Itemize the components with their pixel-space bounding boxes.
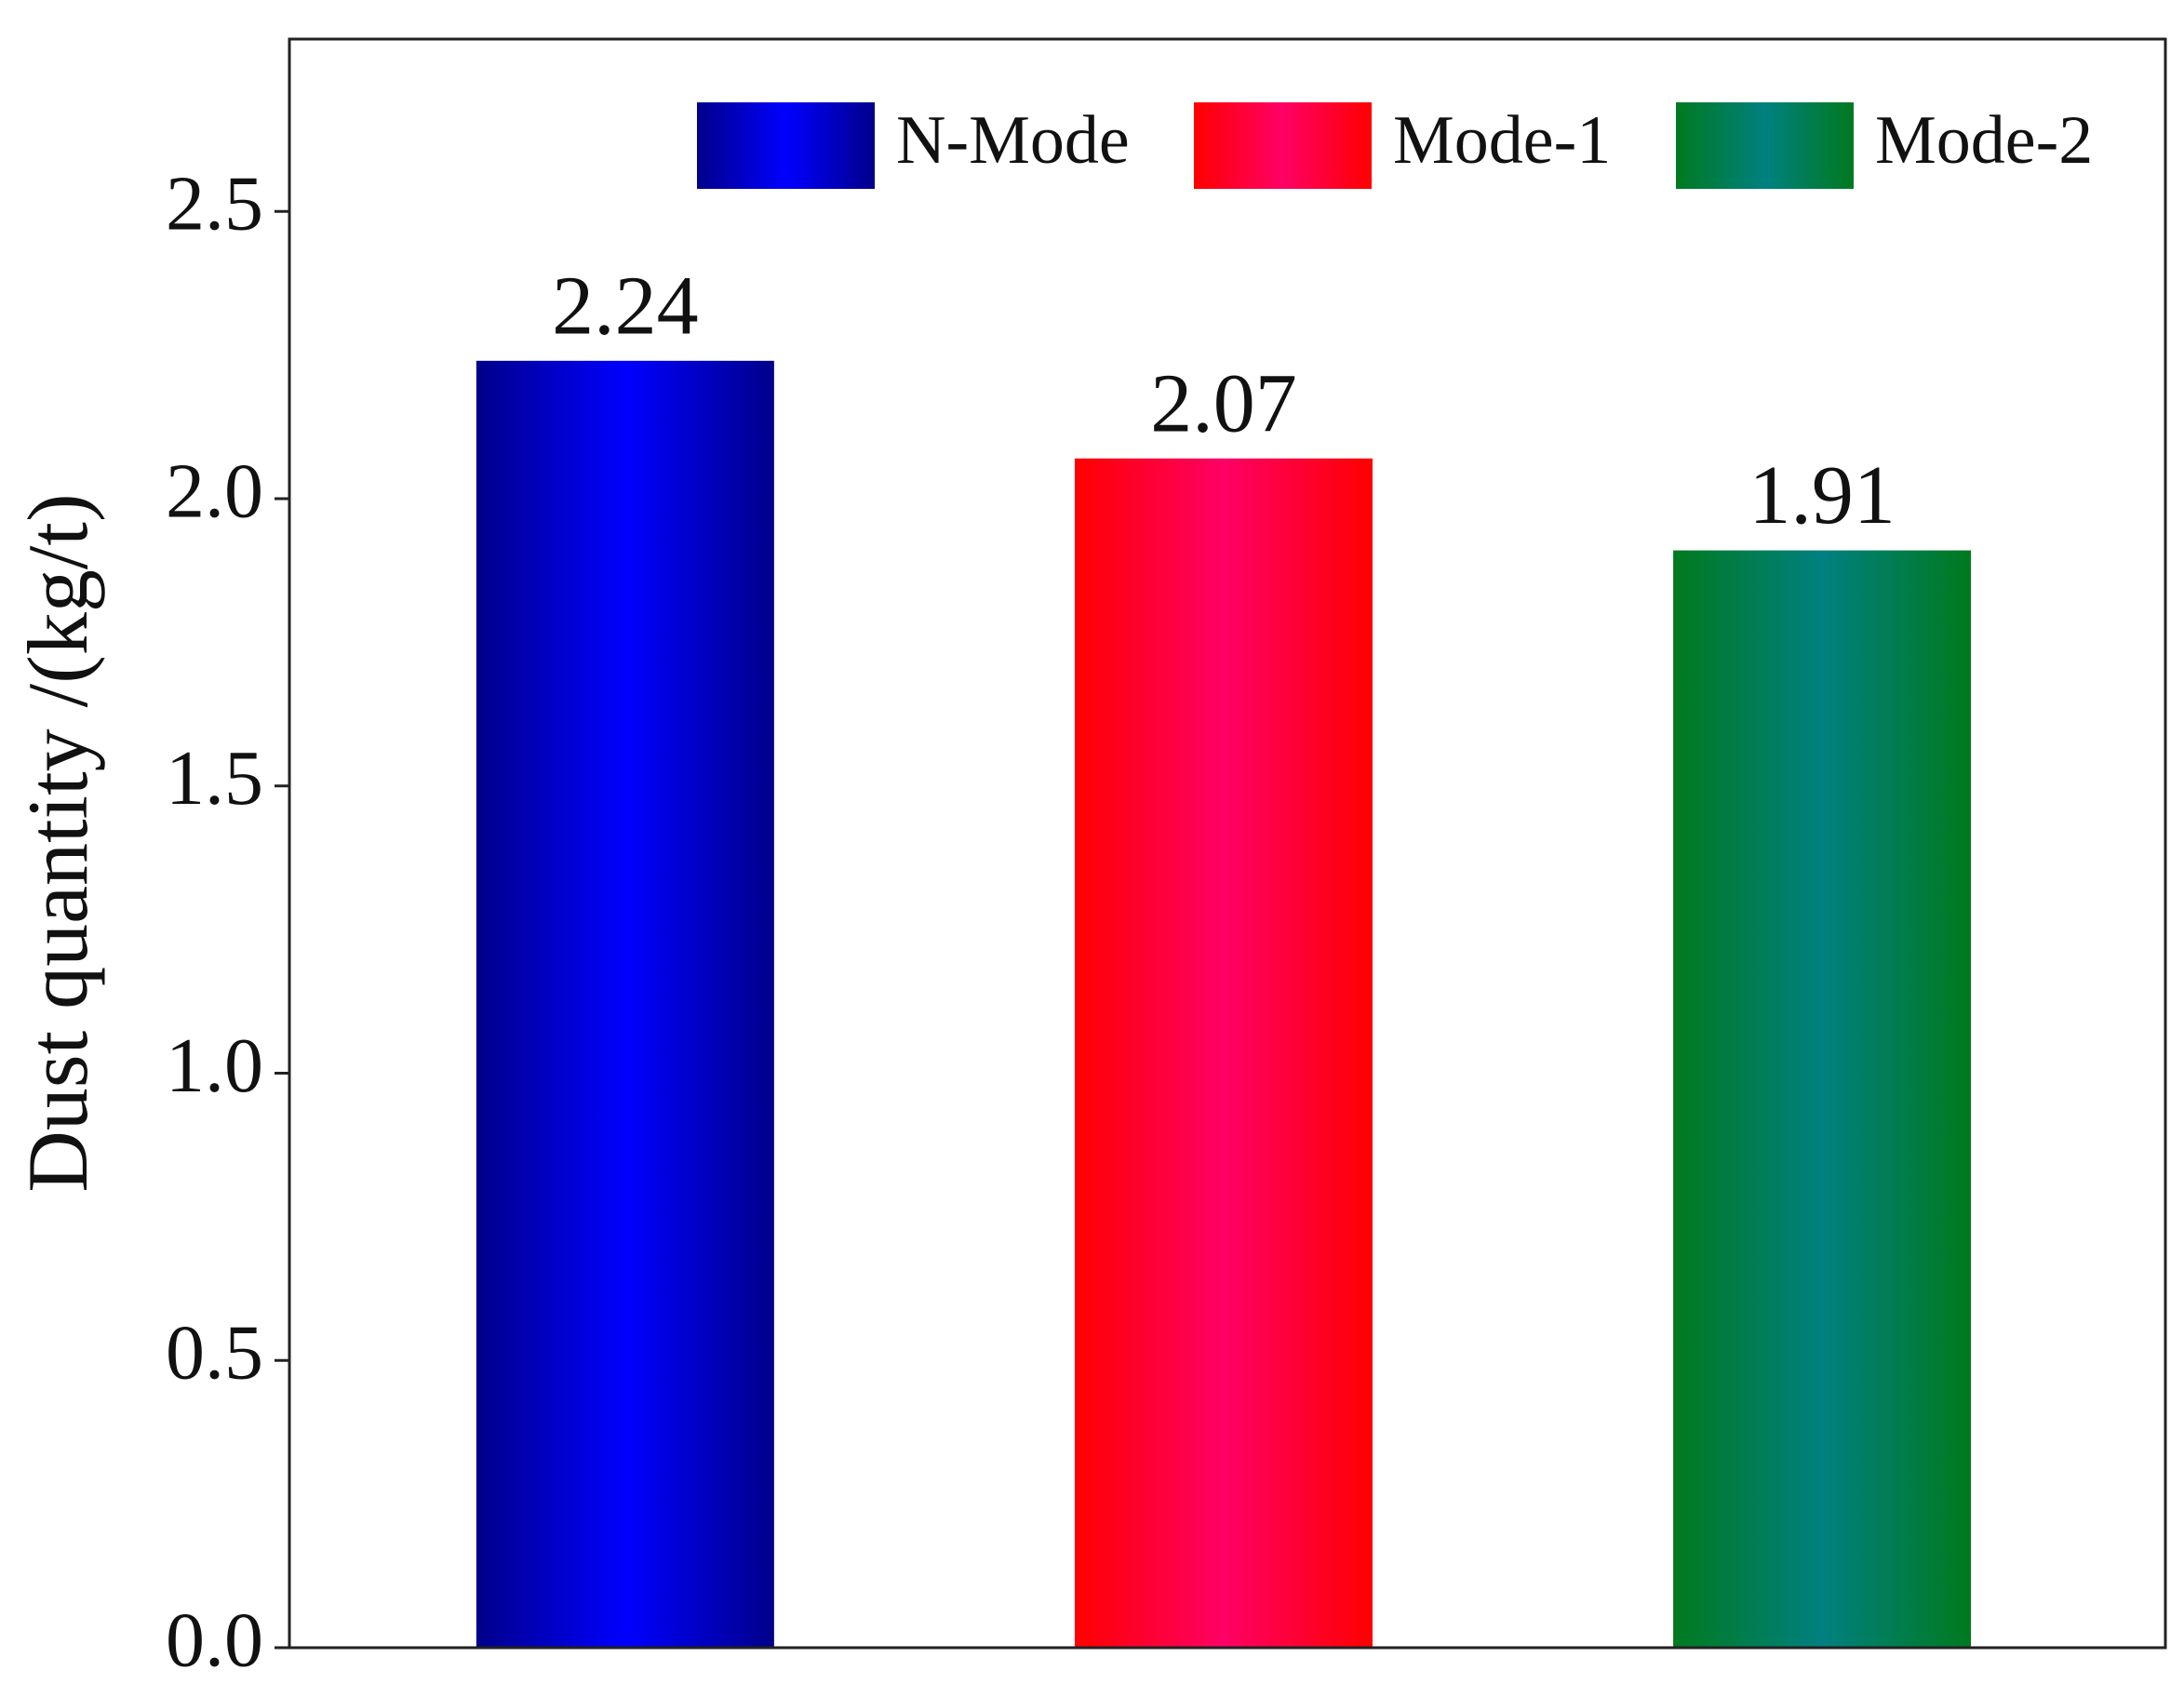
legend-label: Mode-1 <box>1393 102 1611 179</box>
legend-label: N-Mode <box>896 102 1130 179</box>
bar <box>1673 550 1972 1649</box>
legend-swatch <box>697 102 875 189</box>
legend-swatch <box>1194 102 1372 189</box>
value-label: 1.91 <box>1749 449 1896 541</box>
y-tick-label: 2.5 <box>166 161 263 247</box>
y-tick-label: 0.0 <box>166 1597 263 1683</box>
legend-label: Mode-2 <box>1875 102 2093 179</box>
y-axis-label: Dust quantity /(kg/t) <box>10 493 105 1192</box>
y-tick-label: 2.0 <box>166 448 263 534</box>
bar <box>476 360 774 1648</box>
y-tick-label: 1.0 <box>166 1022 263 1109</box>
value-label: 2.24 <box>552 260 699 352</box>
y-tick-label: 1.5 <box>166 735 263 822</box>
legend-swatch <box>1676 102 1854 189</box>
value-label: 2.07 <box>1150 357 1297 449</box>
y-tick-label: 0.5 <box>166 1310 263 1396</box>
plot-frame <box>288 37 2167 1650</box>
bar <box>1074 458 1373 1648</box>
